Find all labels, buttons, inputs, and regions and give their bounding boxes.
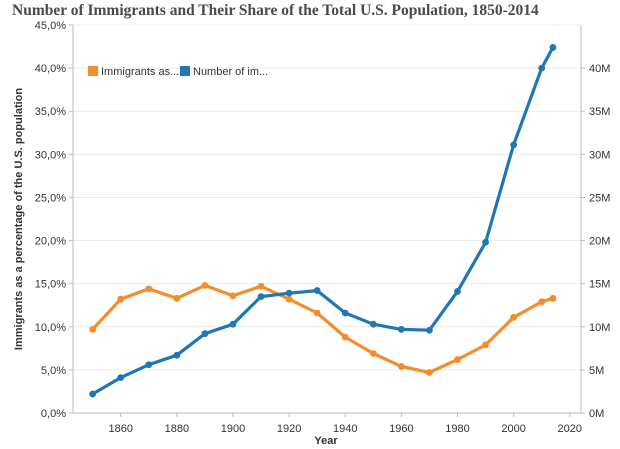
left-tick-label: 30,0% <box>35 149 66 161</box>
data-point-immigrant-share[interactable] <box>538 298 546 306</box>
right-tick-label: 20M <box>589 236 610 248</box>
data-point-immigrant-share[interactable] <box>426 369 433 376</box>
right-tick-label: 35M <box>589 106 610 118</box>
data-point-immigrant-share[interactable] <box>89 325 97 333</box>
data-point-immigrant-count[interactable] <box>173 351 181 359</box>
data-point-immigrant-count[interactable] <box>397 325 405 333</box>
left-tick-label: 15,0% <box>35 279 66 291</box>
x-axis-title: Year <box>314 435 338 447</box>
data-point-immigrant-count[interactable] <box>145 361 153 369</box>
data-point-immigrant-share[interactable] <box>549 294 557 302</box>
series-layer <box>89 44 557 398</box>
right-tick-label: 15M <box>589 279 610 291</box>
left-tick-label: 5,0% <box>41 365 66 377</box>
data-point-immigrant-share[interactable] <box>510 313 518 321</box>
data-point-immigrant-count[interactable] <box>229 320 237 328</box>
data-point-immigrant-count[interactable] <box>482 238 489 246</box>
data-point-immigrant-share[interactable] <box>201 281 209 289</box>
data-point-immigrant-share[interactable] <box>369 350 377 357</box>
left-tick-label: 0,0% <box>41 408 66 420</box>
right-tick-label: 30M <box>589 149 610 161</box>
legend-label-immigrant-count: Number of im... <box>193 66 268 78</box>
legend-swatch-immigrant-share <box>88 66 98 76</box>
data-point-immigrant-count[interactable] <box>257 293 265 300</box>
chart-title: Number of Immigrants and Their Share of … <box>12 2 539 19</box>
data-point-immigrant-share[interactable] <box>341 333 349 341</box>
plot-area <box>73 25 581 413</box>
data-point-immigrant-count[interactable] <box>454 288 461 295</box>
x-tick-label: 1880 <box>165 423 189 435</box>
x-tick-label: 1960 <box>389 423 413 435</box>
data-point-immigrant-share[interactable] <box>313 309 321 317</box>
data-point-immigrant-count[interactable] <box>201 330 209 338</box>
series-line-immigrant-share[interactable] <box>90 283 555 375</box>
data-point-immigrant-share[interactable] <box>229 292 237 300</box>
data-point-immigrant-share[interactable] <box>257 282 265 290</box>
legend-item-immigrant-count[interactable]: Number of im... <box>180 66 268 78</box>
left-axis-ticks: 0,0% 5,0% 10,0% 15,0% 20,0% 25,0% 30,0% 35,0% 40… <box>35 20 73 420</box>
y-axis-title: Immigrants as a percentage of the U.S. p… <box>13 88 25 350</box>
x-tick-label: 1900 <box>221 423 245 435</box>
left-tick-label: 20,0% <box>35 236 66 248</box>
data-point-immigrant-count[interactable] <box>285 289 293 297</box>
data-point-immigrant-share[interactable] <box>454 356 461 363</box>
data-point-immigrant-count[interactable] <box>89 390 97 398</box>
x-tick-label: 1920 <box>277 423 301 435</box>
x-tick-label: 2000 <box>501 423 525 435</box>
data-point-immigrant-count[interactable] <box>538 64 546 72</box>
right-tick-label: 5M <box>589 365 604 377</box>
data-point-immigrant-count[interactable] <box>313 287 321 294</box>
legend-swatch-immigrant-count <box>180 66 190 76</box>
series-line-immigrant-count[interactable] <box>90 45 555 396</box>
data-point-immigrant-share[interactable] <box>145 285 153 293</box>
data-point-immigrant-count[interactable] <box>117 374 125 382</box>
legend[interactable]: Immigrants as... Number of im... <box>88 66 268 78</box>
left-tick-label: 10,0% <box>35 322 66 334</box>
x-tick-label: 2020 <box>558 423 582 435</box>
right-tick-label: 0M <box>589 408 604 420</box>
left-tick-label: 40,0% <box>35 63 66 75</box>
data-point-immigrant-share[interactable] <box>397 363 405 370</box>
gridlines <box>73 24 581 371</box>
x-tick-label: 1980 <box>445 423 469 435</box>
x-tick-label: 1940 <box>333 423 357 435</box>
legend-label-immigrant-share: Immigrants as... <box>101 66 179 78</box>
left-tick-label: 35,0% <box>35 106 66 118</box>
left-tick-label: 25,0% <box>35 192 66 204</box>
x-axis-ticks: 1860 1880 1900 1920 1940 1960 1980 2000 2020 <box>108 413 582 435</box>
data-point-immigrant-count[interactable] <box>341 309 349 317</box>
left-tick-label: 45,0% <box>35 20 66 32</box>
legend-item-immigrant-share[interactable]: Immigrants as... <box>88 66 179 78</box>
right-axis-ticks: 0M 5M 10M 15M 20M 25M 30M 35M 40M <box>581 63 610 420</box>
right-tick-label: 25M <box>589 192 610 204</box>
right-tick-label: 10M <box>589 322 610 334</box>
data-point-immigrant-count[interactable] <box>510 141 518 149</box>
data-point-immigrant-share[interactable] <box>173 294 181 302</box>
data-point-immigrant-count[interactable] <box>426 326 433 334</box>
data-point-immigrant-share[interactable] <box>285 295 293 303</box>
data-point-immigrant-count[interactable] <box>549 44 557 51</box>
data-point-immigrant-share[interactable] <box>117 295 125 303</box>
x-tick-label: 1860 <box>108 423 132 435</box>
data-point-immigrant-count[interactable] <box>369 320 377 328</box>
data-point-immigrant-share[interactable] <box>482 341 489 349</box>
right-tick-label: 40M <box>589 63 610 75</box>
